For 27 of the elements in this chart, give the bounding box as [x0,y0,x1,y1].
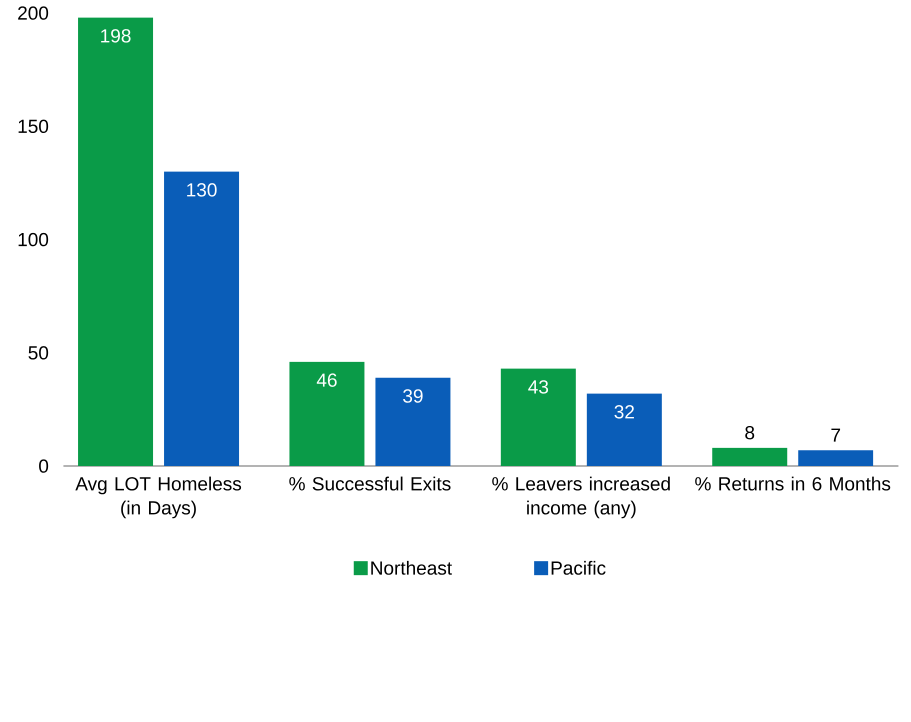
data-label: 43 [528,380,548,394]
data-label: 8 [745,426,754,440]
x-tick-label: % Leavers increased income (any) [492,476,670,518]
legend-label: Northeast [371,560,452,575]
bar [712,448,788,466]
x-tick-label: % Successful Exits [289,476,451,491]
data-label: 7 [831,428,840,442]
bar [164,172,240,466]
y-tick-label: 150 [18,120,48,134]
data-label: 32 [614,405,634,419]
bar [798,450,874,466]
x-tick-label: Avg LOT Homeless (in Days) [75,476,242,518]
bar [375,378,450,466]
data-label: 130 [187,183,217,197]
y-tick-label: 100 [18,232,48,246]
y-tick-label: 200 [18,6,48,20]
x-tick-label: % Returns in 6 Months [695,476,890,491]
bar [500,368,576,466]
bar [78,18,154,466]
bar [289,362,364,466]
data-label: 39 [403,389,423,403]
data-label: 198 [101,29,131,43]
y-tick-label: 0 [39,459,48,473]
legend-label: Pacific [552,560,606,575]
y-tick-label: 50 [28,346,48,360]
data-label: 46 [316,373,337,387]
bar [586,394,662,466]
